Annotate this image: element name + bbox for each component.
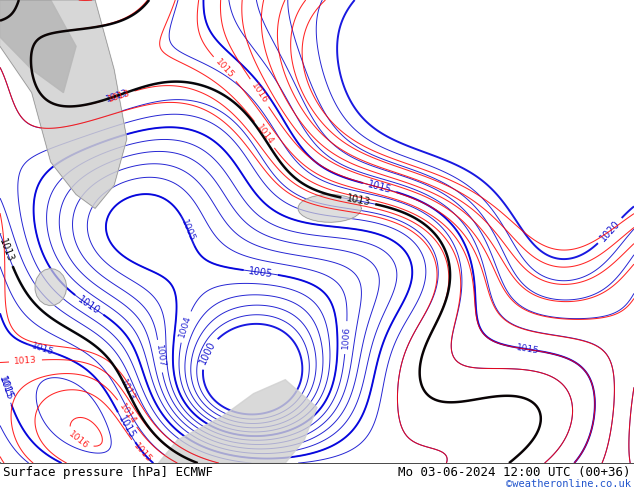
Text: ©weatheronline.co.uk: ©weatheronline.co.uk xyxy=(506,479,631,489)
Text: 1007: 1007 xyxy=(153,344,165,368)
Polygon shape xyxy=(0,0,76,93)
Text: Mo 03-06-2024 12:00 UTC (00+36): Mo 03-06-2024 12:00 UTC (00+36) xyxy=(398,466,631,479)
Text: 1005: 1005 xyxy=(248,266,274,279)
Text: 1013: 1013 xyxy=(14,356,37,366)
Text: 1013: 1013 xyxy=(107,88,131,104)
Text: 1015: 1015 xyxy=(366,179,392,196)
Text: 1015: 1015 xyxy=(30,342,55,357)
Polygon shape xyxy=(0,0,127,208)
Text: 1000: 1000 xyxy=(198,340,217,367)
Text: 1015: 1015 xyxy=(116,414,137,441)
Polygon shape xyxy=(298,195,361,222)
Text: 1015: 1015 xyxy=(0,375,15,402)
Text: 1013: 1013 xyxy=(104,88,129,104)
Text: 1015: 1015 xyxy=(131,441,153,465)
Text: Surface pressure [hPa] ECMWF: Surface pressure [hPa] ECMWF xyxy=(3,466,213,479)
Text: 1010: 1010 xyxy=(76,294,102,316)
Text: 1014: 1014 xyxy=(117,401,138,425)
Polygon shape xyxy=(158,380,317,463)
Text: 1006: 1006 xyxy=(341,326,351,349)
Text: 1013: 1013 xyxy=(119,378,136,403)
Text: 1015: 1015 xyxy=(214,58,236,81)
Text: 1013: 1013 xyxy=(346,194,372,208)
Text: 1004: 1004 xyxy=(178,315,193,339)
Text: 1005: 1005 xyxy=(179,219,197,243)
Text: 1013: 1013 xyxy=(0,237,15,263)
Text: 1016: 1016 xyxy=(67,429,90,451)
Text: 1016: 1016 xyxy=(249,81,269,105)
Text: 1015: 1015 xyxy=(516,343,540,356)
Polygon shape xyxy=(35,269,67,306)
Text: 1020: 1020 xyxy=(598,219,622,243)
Text: 1015: 1015 xyxy=(0,375,13,399)
Text: 1014: 1014 xyxy=(254,123,275,147)
